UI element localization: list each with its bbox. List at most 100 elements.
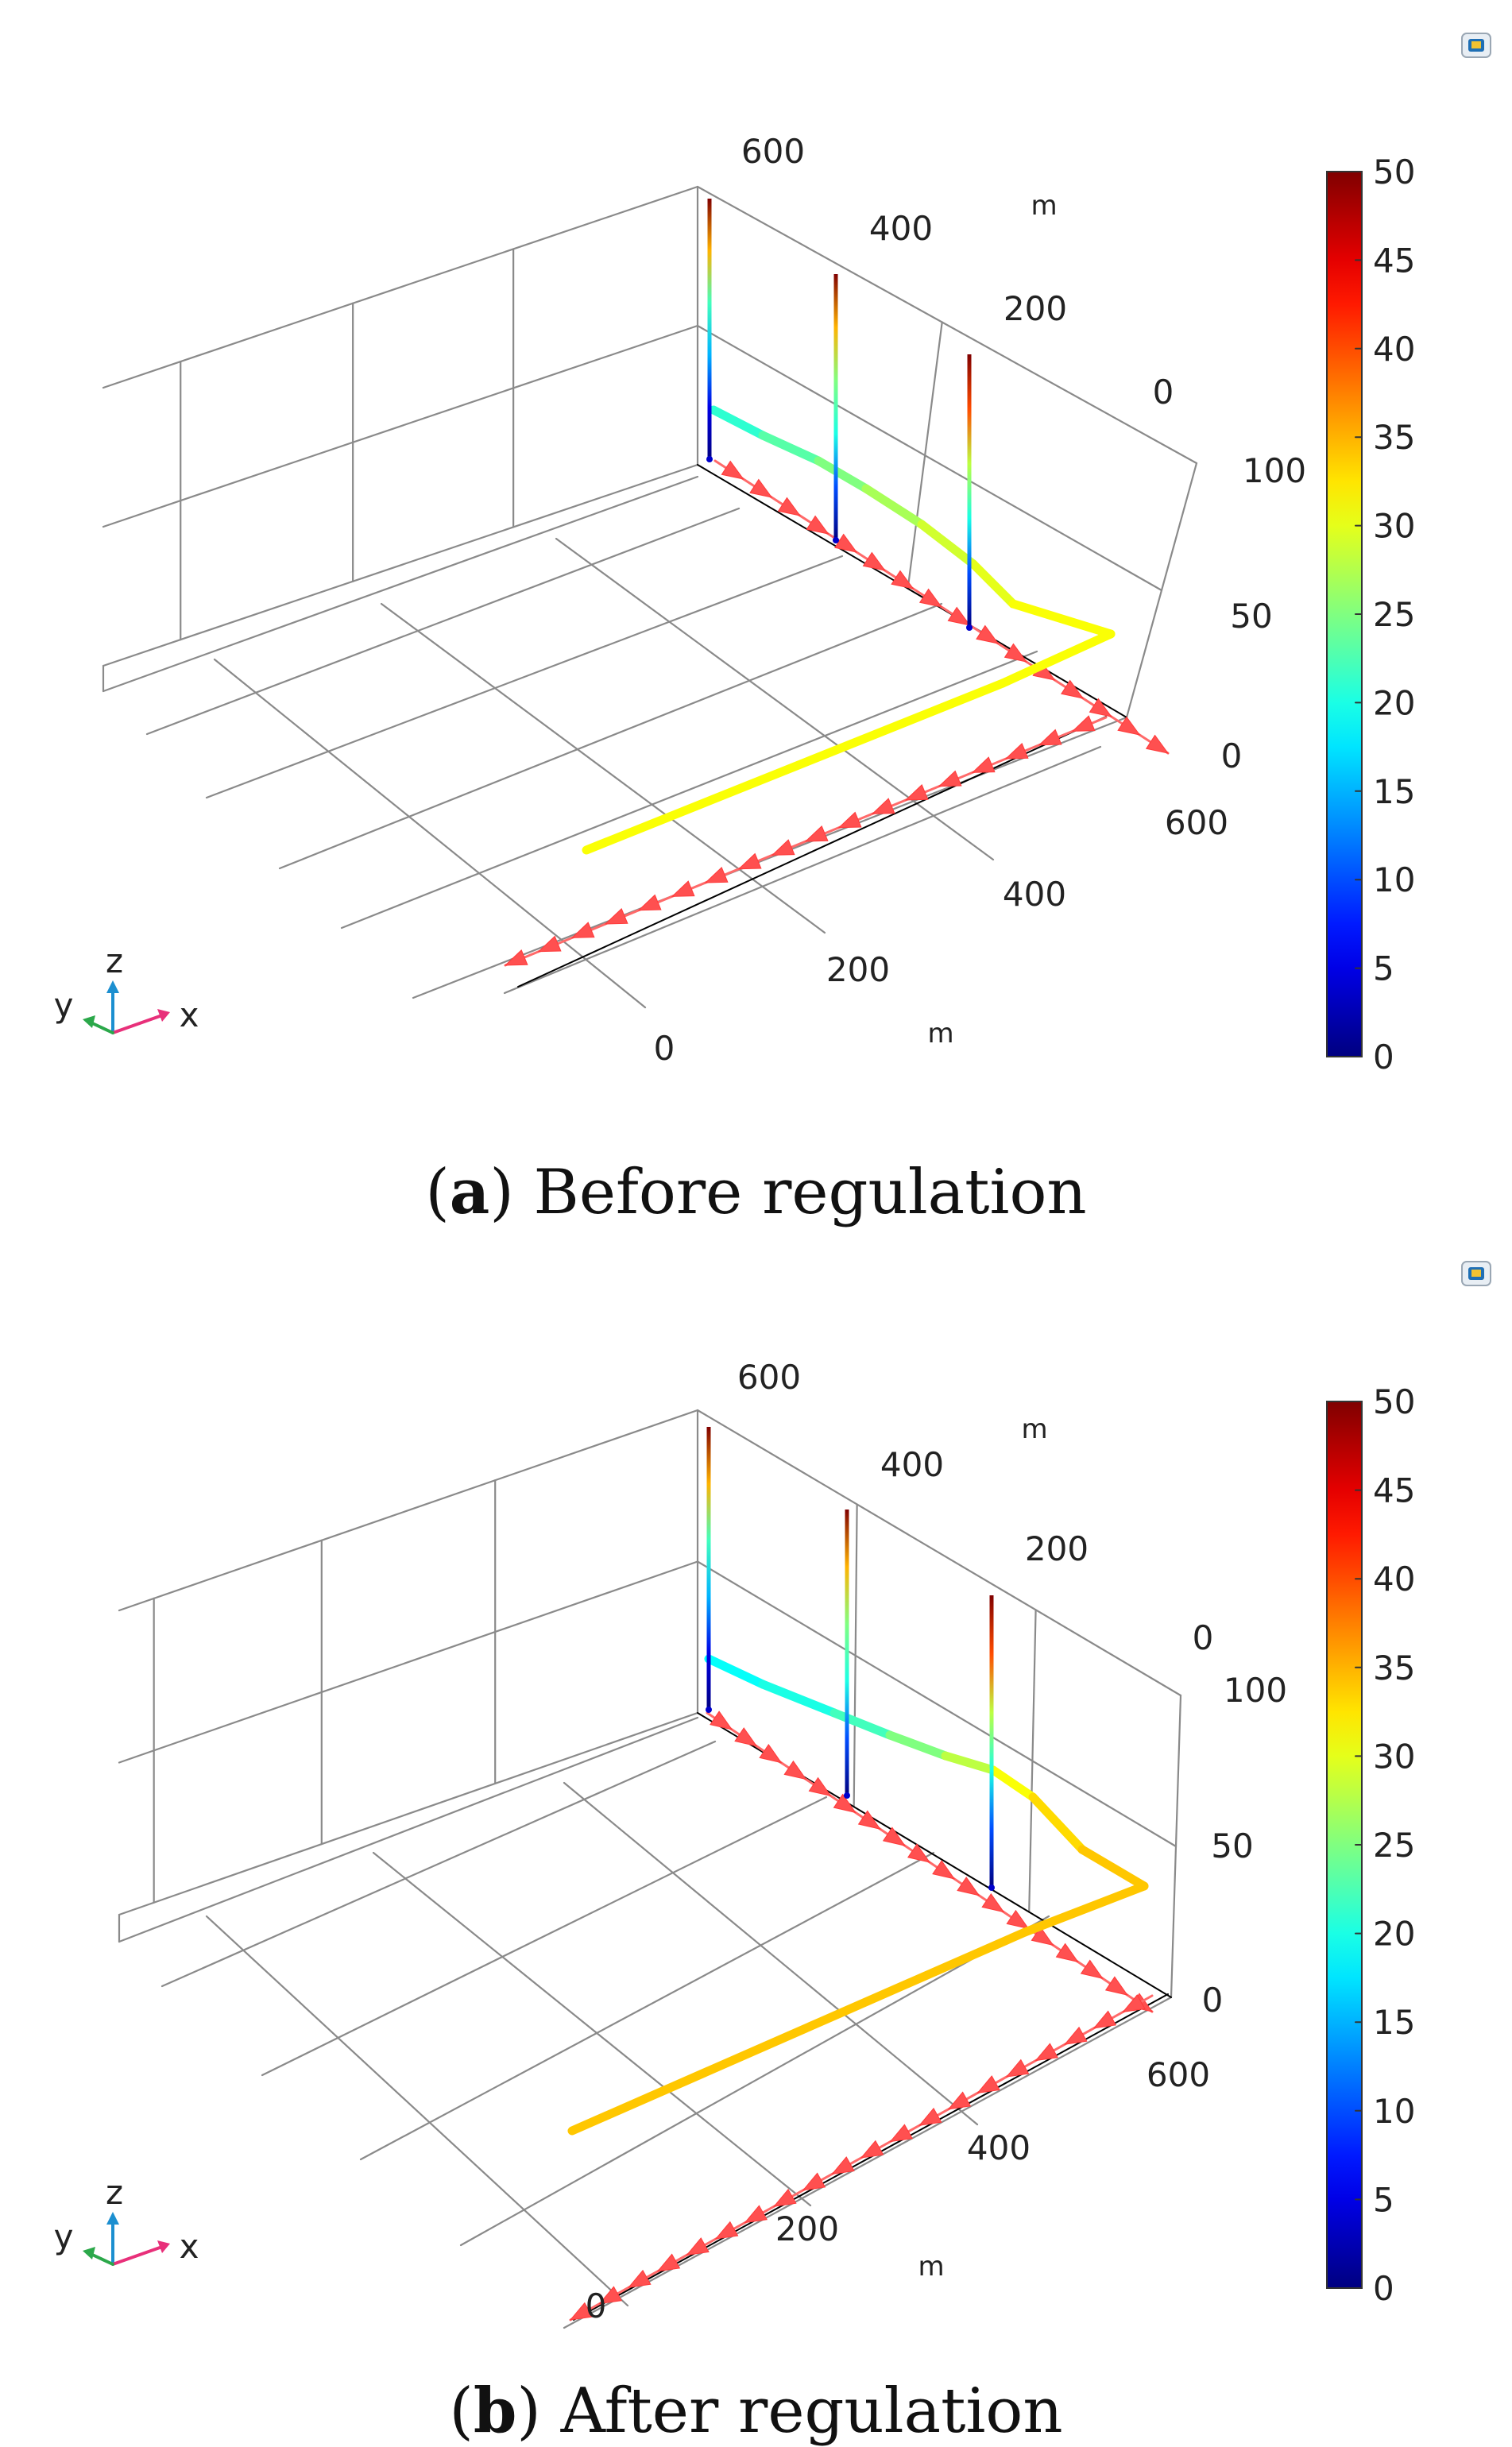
arrow-head [570,922,595,938]
z-tick-label: 50 [1230,597,1272,636]
colorbar-tick-label: 50 [1373,1382,1415,1421]
floor-axis-front [517,716,1107,988]
triad-z-label: z [106,2173,123,2212]
arrow-head [704,866,729,883]
arrow-head [938,770,962,787]
back-wall-gridline [118,1560,699,1764]
arrow-head [918,588,943,608]
back-wall-bottom-edge [118,1711,699,1916]
floor-gridline [555,537,995,861]
arrow-head [947,606,971,626]
vertical-well [706,1427,711,1710]
floor-gridline [278,602,943,870]
x-tick-label: 200 [775,2209,839,2248]
colorbar-tick-label: 50 [1373,153,1415,191]
vertical-well [707,199,712,459]
main-pipe-segment [829,1708,895,1740]
floor-gridline [459,1915,1050,2247]
arrow-head [947,2091,972,2110]
back-wall-top-edge [118,1409,699,1612]
z-tick-label: 50 [1211,1827,1253,1865]
floor-gridline [160,1740,717,1988]
floor-gridline [213,658,647,1009]
floor-gridline [563,1781,979,2126]
floor-gridline [145,507,741,736]
arrow-head [1031,1926,1054,1946]
arrow-head [932,1860,956,1880]
arrow-head [734,1727,758,1747]
triad-y-head [83,2247,95,2260]
arrow-head [637,894,662,911]
well-base-marker [844,1792,850,1799]
colorbar-tick-label: 20 [1373,683,1415,722]
triad-z-head [106,980,119,993]
vertical-well [967,354,972,628]
colorbar-tick-label: 30 [1373,1737,1415,1776]
main-pipe-segment [1020,1881,1149,1937]
triad-x-arrow [111,2245,164,2266]
arrow-head [871,798,895,814]
main-pipe-segment [709,405,768,440]
main-pipe-segment [969,559,1018,609]
y-tick-label: 400 [880,1445,944,1484]
well-base-marker [988,1885,995,1891]
triad-x-label: x [180,2227,199,2266]
side-wall-gridline [696,1560,1178,1848]
arrow-head [1117,716,1141,736]
arrow-head [1092,2010,1117,2029]
triad-z-head [106,2212,119,2225]
arrow-head [882,1827,907,1846]
colorbar-tick-label: 30 [1373,507,1415,546]
arrow-head [777,497,802,516]
floor-gridline [205,555,844,799]
arrow-head [981,1892,1005,1913]
arrow-head [907,1843,931,1863]
floor-gridline [503,745,1102,995]
arrow-head [1104,1976,1129,1996]
well-base-marker [833,537,839,543]
view-icon-inner [1471,1270,1481,1277]
x-tick-label: 200 [826,950,890,989]
floor-axis-x [697,464,1127,718]
main-pipe-segment [998,629,1116,688]
arrow-head [1071,715,1096,732]
colorbar-tick-label: 0 [1373,2269,1394,2308]
floor-gridline [102,475,699,693]
back-wall-top-edge [102,185,699,389]
arrow-head [976,624,1000,644]
z-tick-label: 100 [1243,451,1306,490]
arrow-head [802,2172,826,2191]
colorbar-tick-label: 15 [1373,772,1415,811]
arrow-head [1080,1959,1104,1979]
well-base-marker [966,624,973,631]
arrow-head [710,1711,733,1730]
main-pipe-segment [941,1751,998,1775]
caption-text-b: After regulation [560,2375,1063,2447]
arrow-head [891,570,915,590]
arrow-head [1006,1909,1030,1930]
floor-gridline [359,1851,935,2161]
arrow-head [604,907,628,925]
arrow-head [904,783,929,801]
y-tick-label: 600 [741,132,805,171]
arrow-head [504,949,528,966]
vertical-well [833,274,838,540]
arrow-head [627,2269,652,2288]
arrow-head [833,1793,857,1814]
arrow-head [1122,1994,1146,2013]
main-pipe-segment [704,1654,768,1689]
arrow-head [744,2205,768,2224]
arrow-head [737,852,762,870]
caption-b: (b) After regulation [449,2375,1063,2447]
caption-text-a: Before regulation [533,1157,1087,1228]
main-pipe-segment [885,1730,950,1761]
arrow-head [860,2140,884,2159]
x-axis-unit: m [918,2251,944,2283]
side-wall-gridline [696,324,1163,592]
arrow-head [806,515,829,535]
arrow-head [721,460,744,480]
side-wall-top-edge [696,185,1198,465]
main-pipe-segment [1028,1792,1087,1854]
colorbar-tick-label: 15 [1373,2003,1415,2042]
colorbar-tick-label: 5 [1373,949,1394,988]
